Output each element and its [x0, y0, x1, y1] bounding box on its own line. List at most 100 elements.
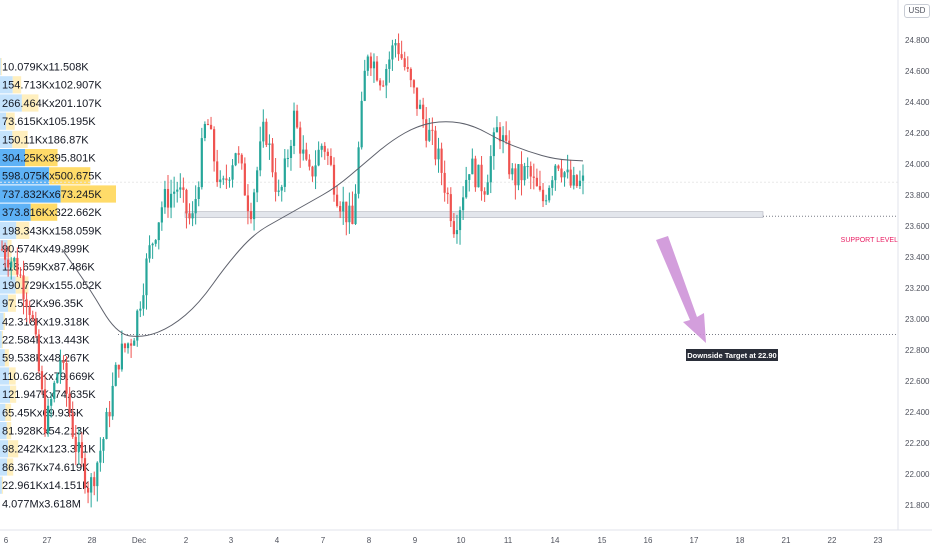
candle-body [581, 175, 585, 181]
candle-body [468, 174, 471, 180]
candle-body [71, 412, 74, 437]
candle-body [286, 157, 289, 159]
time-tick-label: 2 [184, 536, 189, 545]
vp-up-bar [0, 294, 9, 312]
candle-body [452, 221, 455, 235]
time-axis[interactable]: 6 27 28 Dec 2 3 4 7 8 9 10 11 14 15 16 17 18 21 22 23 [0, 529, 932, 545]
candle-body [483, 191, 486, 195]
currency-badge[interactable]: USD [904, 4, 930, 18]
candle-body [501, 135, 505, 142]
time-tick-label: 18 [736, 536, 745, 545]
vp-up-bar [0, 422, 7, 440]
vp-label: 190.729Kx155.052K [2, 280, 102, 292]
time-tick-label: 23 [874, 536, 883, 545]
price-tick-label: 24.200 [905, 129, 930, 138]
candle-body [246, 195, 250, 212]
candle-body [283, 158, 286, 187]
candle-body [455, 230, 459, 235]
candle-body [228, 179, 231, 181]
candle-body [243, 163, 246, 196]
vp-up-bar [0, 349, 5, 367]
candle-body [409, 68, 412, 81]
vp-up-bar [0, 476, 2, 494]
candle-body [169, 193, 173, 208]
candle-body [431, 129, 434, 131]
candle-body [280, 186, 283, 191]
candle-body [443, 172, 446, 193]
candle-body [363, 70, 366, 101]
vp-label: 304.25Kx395.801K [2, 153, 96, 165]
candle-body [206, 123, 210, 125]
vp-label: 65.45Kx69.935K [2, 407, 84, 419]
candle-body [37, 334, 40, 372]
candle-body [538, 186, 542, 190]
candle-body [412, 80, 416, 88]
candle-body [342, 201, 345, 212]
vp-label: 110.628Kx79.669K [2, 371, 95, 383]
candle-body [520, 164, 523, 181]
candles [0, 33, 585, 508]
price-axis[interactable]: 25.00024.80024.60024.40024.20024.00023.8… [897, 0, 932, 550]
vp-down-bar [0, 58, 2, 76]
candle-body [191, 213, 194, 219]
vp-down-bar [49, 167, 91, 185]
candle-body [554, 165, 557, 181]
vp-up-bar [0, 112, 7, 130]
candle-body [403, 58, 406, 68]
candle-body [225, 178, 228, 181]
price-axis-bg [898, 0, 932, 550]
downside-arrow-icon [656, 236, 706, 343]
candle-body [231, 165, 234, 180]
candle-body [74, 436, 77, 452]
vp-up-bar [0, 203, 31, 221]
candle-body [351, 205, 354, 225]
candle-body [299, 127, 302, 154]
candle-body [262, 121, 265, 142]
candle-body [437, 148, 440, 160]
candle-body [418, 104, 422, 109]
candle-body [551, 180, 554, 188]
time-tick-label: 4 [275, 536, 280, 545]
candle-body [317, 149, 320, 166]
candle-body [320, 145, 323, 150]
vp-up-bar [0, 312, 4, 330]
candle-body [575, 175, 578, 187]
vp-up-bar [0, 240, 8, 258]
candle-body [7, 259, 10, 268]
time-tick-label: 21 [782, 536, 791, 545]
candle-body [517, 164, 520, 186]
candle-body [498, 127, 502, 142]
time-tick-label: 17 [690, 536, 699, 545]
candle-body [274, 172, 277, 192]
candle-body [154, 240, 157, 244]
candle-body [256, 170, 259, 193]
candle-body [133, 340, 136, 346]
time-tick-label: Dec [132, 536, 146, 545]
candle-body [209, 124, 213, 130]
arrow-shape [656, 236, 706, 343]
candle-body [102, 438, 105, 451]
candle-body [446, 192, 449, 195]
candle-body [578, 180, 582, 187]
candle-body [480, 164, 483, 192]
candle-body [302, 149, 305, 154]
candle-body [529, 166, 532, 177]
candle-body [268, 143, 271, 145]
candle-body [495, 127, 499, 133]
candle-body [126, 343, 130, 349]
candle-body [50, 398, 53, 406]
price-tick-label: 24.400 [905, 98, 930, 107]
annotations: SUPPORT LEVEL Downside Target at 22.90 23.… [656, 173, 932, 361]
candle-body [535, 177, 538, 187]
price-tick-label: 23.800 [905, 191, 930, 200]
candle-body [406, 67, 409, 69]
candle-body [108, 411, 111, 417]
candle-body [86, 488, 90, 493]
support-zone-layer [0, 181, 898, 335]
candle-body [563, 172, 566, 178]
candle-body [523, 166, 526, 181]
candle-body [474, 158, 477, 188]
vp-down-bar [6, 422, 12, 440]
